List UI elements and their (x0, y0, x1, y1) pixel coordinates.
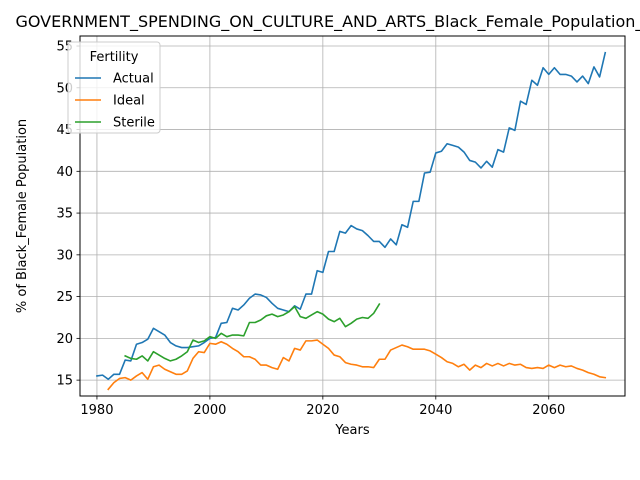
legend-label-ideal: Ideal (113, 94, 145, 109)
series-line-sterile (124, 303, 381, 362)
y-tick-label: 15 (56, 374, 73, 389)
legend-label-sterile: Sterile (113, 116, 155, 131)
x-tick-label: 2060 (532, 403, 565, 418)
series-lines (96, 51, 607, 391)
x-tick-label: 2040 (419, 403, 452, 418)
x-axis-label: Years (334, 423, 370, 438)
series-line-actual (96, 51, 607, 381)
y-tick-label: 20 (56, 332, 73, 347)
y-tick-label: 30 (56, 248, 73, 263)
x-tick-label: 2000 (193, 403, 226, 418)
axes-frame (79, 35, 626, 397)
y-axis-label: % of Black_Female Population (15, 119, 30, 313)
chart-title: GOVERNMENT_SPENDING_ON_CULTURE_AND_ARTS_… (15, 12, 640, 32)
y-tick-label: 35 (56, 207, 73, 222)
y-tick-label: 25 (56, 290, 73, 305)
series-line-ideal (107, 339, 607, 391)
legend-items: Actual Ideal Sterile (75, 72, 155, 131)
grid (80, 36, 625, 396)
y-tick-label: 40 (56, 165, 73, 180)
x-tick-label: 1980 (80, 403, 113, 418)
legend: Fertility Actual Ideal Sterile (67, 41, 161, 134)
legend-label-actual: Actual (113, 72, 154, 87)
legend-title: Fertility (90, 50, 139, 65)
legend-box (67, 41, 161, 134)
x-axis-ticks: 1980 2000 2020 2040 2060 (80, 396, 565, 418)
x-tick-label: 2020 (306, 403, 339, 418)
